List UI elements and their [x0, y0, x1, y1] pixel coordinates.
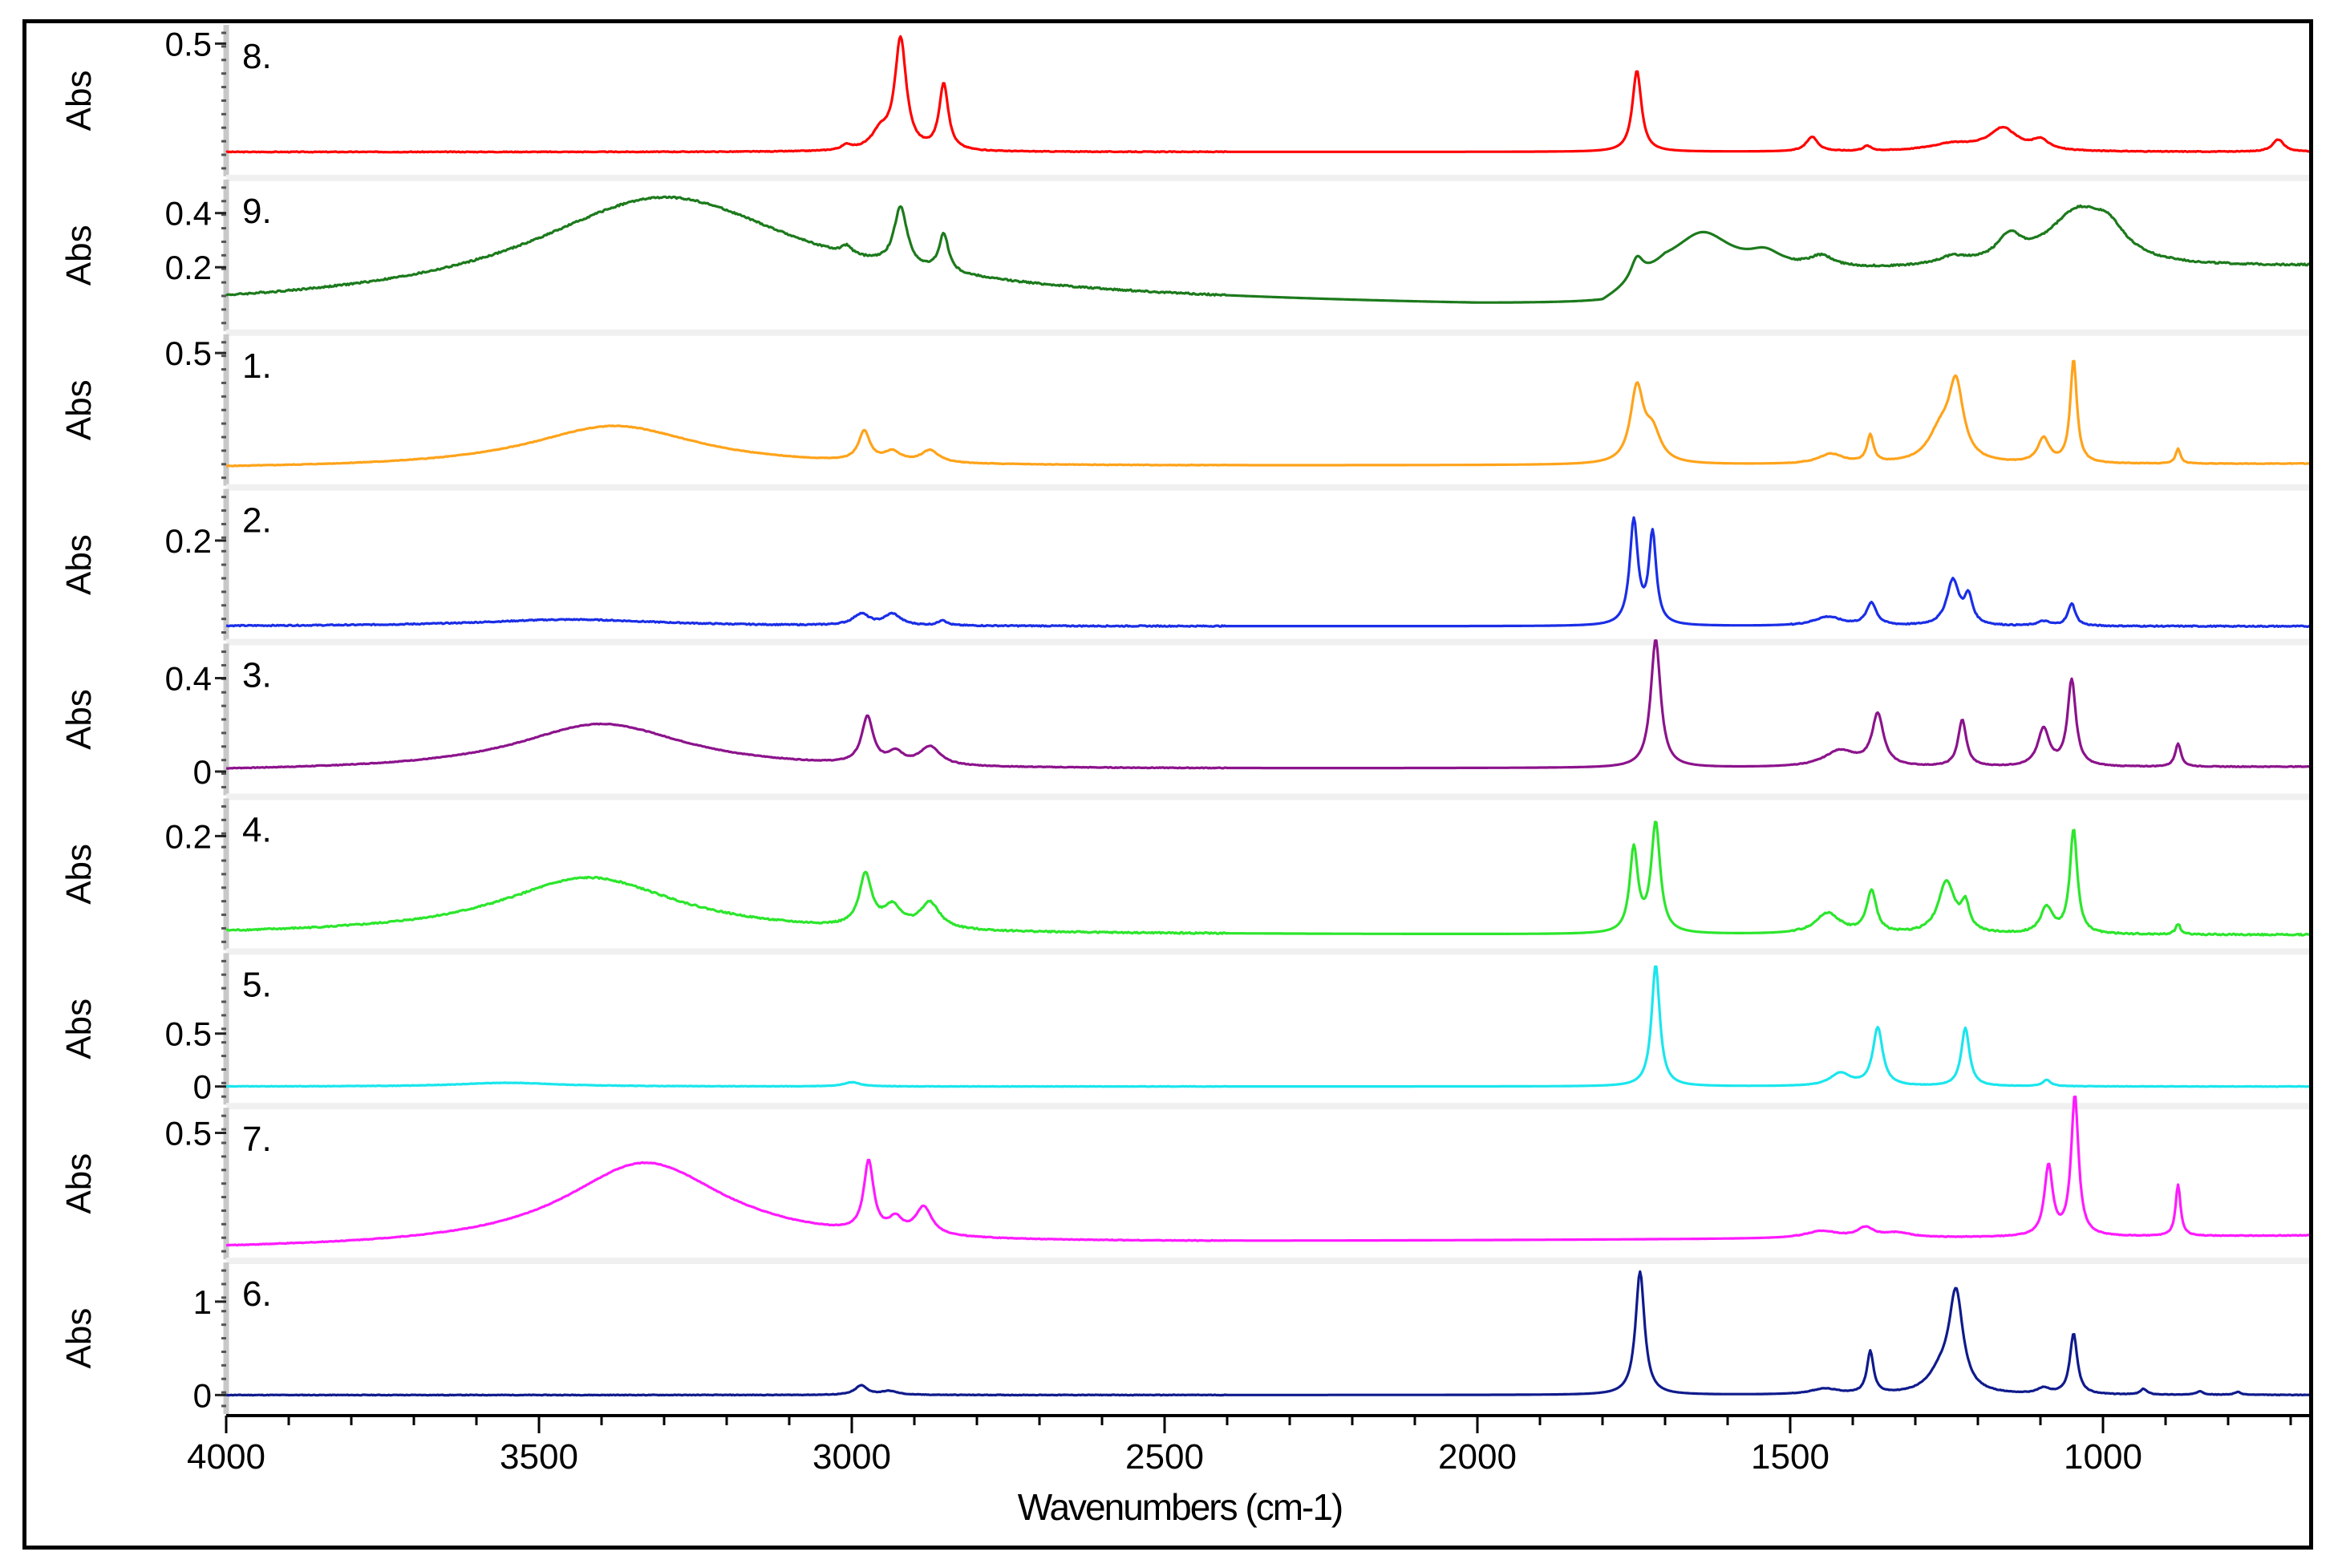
panel-separator [226, 948, 2309, 955]
y-tick-label: 1 [193, 1283, 212, 1321]
x-tick-label: 2000 [1438, 1437, 1517, 1477]
x-axis: 4000 3500 3000 2500 2000 1500 1000 [187, 1414, 2309, 1477]
panel-separator [226, 793, 2309, 800]
series-label: 1. [242, 346, 272, 386]
series-label: 8. [242, 37, 272, 76]
y-axis-label: Abs [59, 379, 99, 440]
spectra-panels: 0.5 Abs 8. 0.4 0.2 Abs 9. 0.5 Abs 1. 0.2 Abs 2. 0.4 0 A… [59, 25, 2309, 1414]
series-label: 5. [242, 965, 272, 1004]
y-tick-label: 0.2 [165, 249, 212, 286]
x-tick-label: 3000 [812, 1437, 891, 1477]
spectrum-panel: 0.5 Abs 8. [59, 25, 2309, 176]
series-label: 3. [242, 656, 272, 695]
spectrum-panel: 0.5 Abs 1. [59, 329, 2309, 486]
spectrum-line [225, 359, 2309, 468]
spectrum-panel: 0.4 0.2 Abs 9. [59, 174, 2309, 331]
x-tick-label: 2500 [1125, 1437, 1204, 1477]
y-axis-label: Abs [59, 1153, 99, 1214]
y-axis-label: Abs [59, 534, 99, 595]
spectrum-line [225, 34, 2309, 154]
spectrum-panel: 0.2 Abs 2. [59, 484, 2309, 641]
y-axis-label: Abs [59, 71, 99, 132]
y-tick-label: 0.5 [165, 334, 212, 372]
y-axis-label: Abs [59, 1308, 99, 1369]
series-label: 4. [242, 810, 272, 849]
x-tick-label: 1500 [1751, 1437, 1829, 1477]
y-tick-label: 0.4 [165, 195, 212, 233]
panel-separator [226, 329, 2309, 336]
y-tick-label: 0 [193, 1376, 212, 1414]
x-tick-label: 4000 [187, 1437, 265, 1477]
y-axis-label: Abs [59, 999, 99, 1060]
spectrum-line [225, 516, 2309, 628]
series-label: 9. [242, 192, 272, 231]
y-tick-label: 0.5 [165, 1015, 212, 1053]
spectrum-panel: 0.5 0 Abs 5. [59, 948, 2309, 1106]
panel-separator [226, 1258, 2309, 1265]
y-tick-label: 0.2 [165, 522, 212, 560]
panel-separator [226, 638, 2309, 646]
series-label: 7. [242, 1120, 272, 1159]
panel-separator [226, 174, 2309, 181]
y-tick-label: 0.4 [165, 659, 212, 697]
y-tick-label: 0 [193, 1068, 212, 1106]
y-tick-label: 0.5 [165, 1115, 212, 1153]
chart-frame: 0.5 Abs 8. 0.4 0.2 Abs 9. 0.5 Abs 1. 0.2 Abs 2. 0.4 0 A… [22, 19, 2313, 1550]
x-tick-label: 3500 [500, 1437, 578, 1477]
spectrum-line [225, 1095, 2309, 1247]
panel-separator [226, 1103, 2309, 1110]
spectrum-line [225, 965, 2309, 1088]
spectrum-line [225, 820, 2309, 937]
spectrum-panel: 0.5 Abs 7. [59, 1095, 2309, 1260]
y-axis-label: Abs [59, 689, 99, 750]
y-tick-label: 0.2 [165, 817, 212, 855]
series-label: 6. [242, 1274, 272, 1314]
x-axis-label: Wavenumbers (cm-1) [1018, 1486, 1342, 1528]
ftir-stacked-spectra-chart: 0.5 Abs 8. 0.4 0.2 Abs 9. 0.5 Abs 1. 0.2 Abs 2. 0.4 0 A… [59, 25, 2309, 1528]
spectrum-line [225, 195, 2309, 304]
spectrum-line [225, 1270, 2309, 1397]
spectrum-panel: 0.4 0 Abs 3. [59, 638, 2309, 796]
series-label: 2. [242, 501, 272, 541]
spectrum-line [225, 639, 2309, 770]
panel-separator [226, 484, 2309, 491]
y-axis-label: Abs [59, 225, 99, 286]
y-tick-label: 0 [193, 753, 212, 791]
x-tick-label: 1000 [2064, 1437, 2142, 1477]
spectrum-panel: 0.2 Abs 4. [59, 793, 2309, 950]
y-tick-label: 0.5 [165, 25, 212, 63]
y-axis-label: Abs [59, 844, 99, 905]
spectrum-panel: 1 0 Abs 6. [59, 1258, 2309, 1414]
